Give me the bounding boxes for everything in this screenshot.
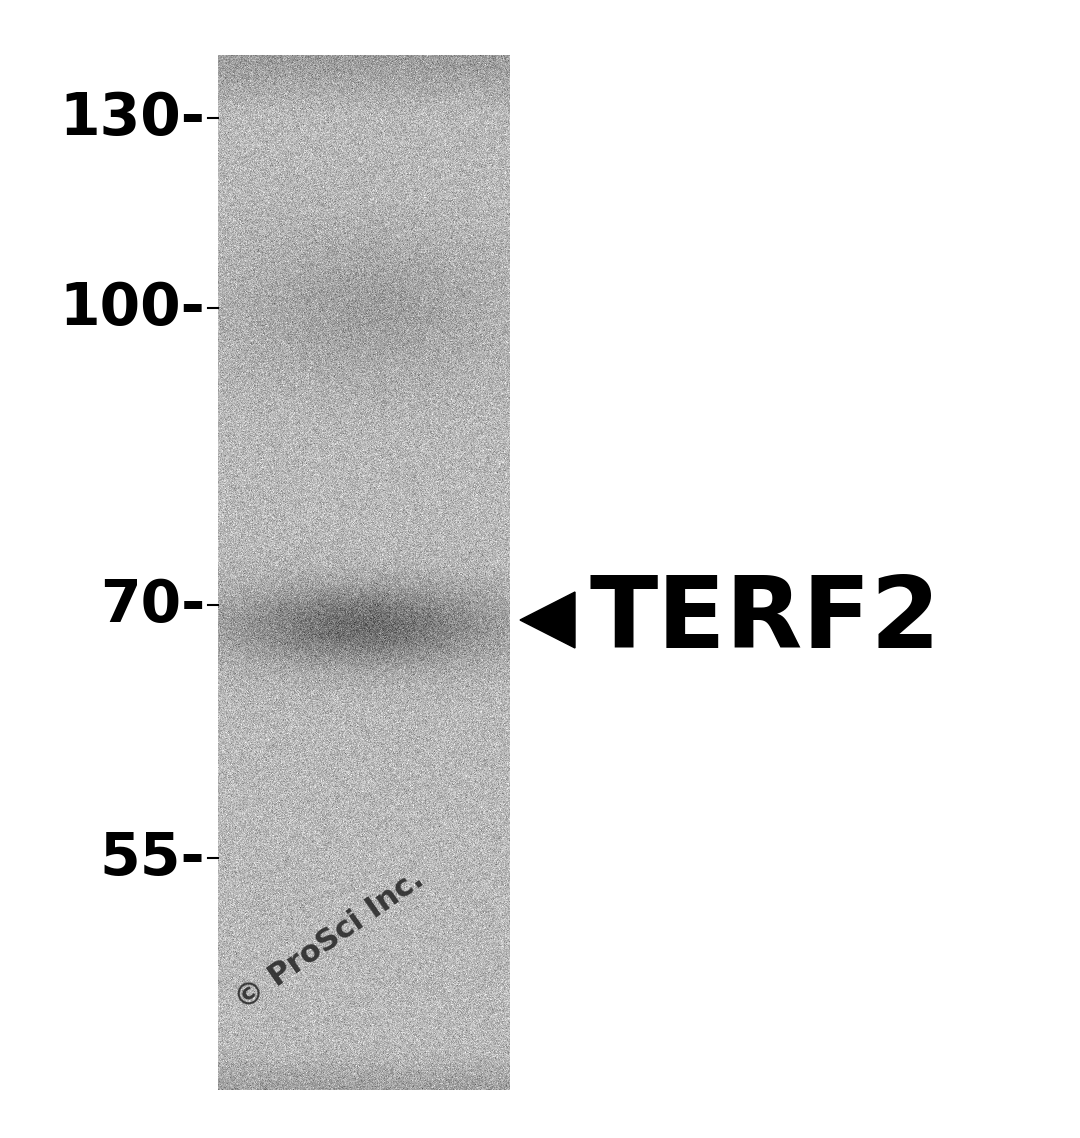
Text: 70-: 70- [99,577,205,634]
Polygon shape [519,592,575,648]
Text: 100-: 100- [59,280,205,337]
Text: 55-: 55- [99,830,205,887]
Text: © ProSci Inc.: © ProSci Inc. [230,864,430,1016]
Text: 130-: 130- [59,90,205,147]
Text: TERF2: TERF2 [590,571,942,668]
